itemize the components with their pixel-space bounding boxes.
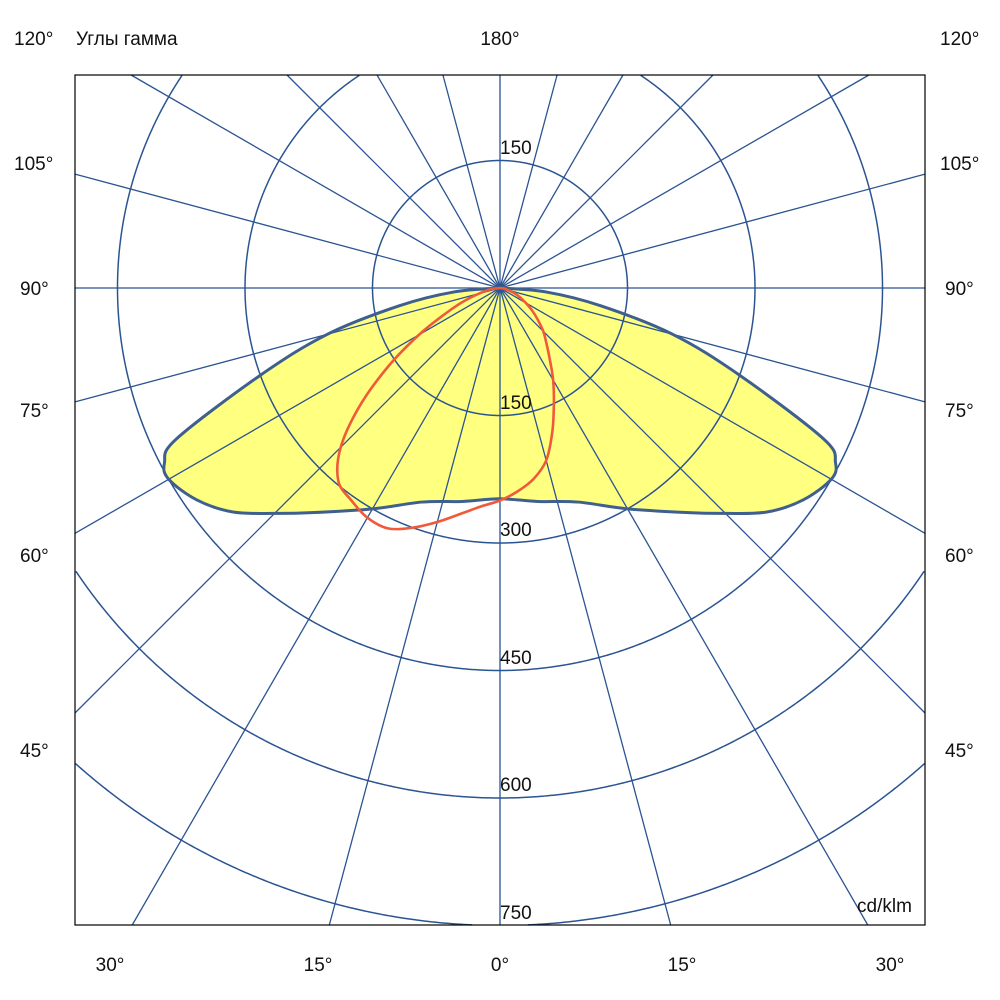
angle-label-top-left: 120° <box>14 29 54 50</box>
chart-title: Углы гамма <box>76 29 178 50</box>
radial-tick-label: 300 <box>500 520 532 541</box>
angle-label-right: 75° <box>945 401 974 422</box>
curves <box>162 286 838 531</box>
grid-radial-line <box>74 74 870 534</box>
grid-radial-line <box>286 74 926 714</box>
radial-tick-label: 450 <box>500 648 532 669</box>
radial-tick-label: 750 <box>500 903 532 924</box>
angle-label-right: 105° <box>940 154 980 175</box>
angle-label-bottom: 30° <box>95 955 125 976</box>
grid-radial-line <box>74 74 714 714</box>
angle-label-bottom: 0° <box>490 955 510 976</box>
angle-label-bottom: 30° <box>875 955 905 976</box>
radial-tick-label: 150 <box>500 393 532 414</box>
unit-label: cd/klm <box>857 896 912 917</box>
angle-label-right: 90° <box>945 279 974 300</box>
angle-label-left: 90° <box>20 279 49 300</box>
angle-label-bottom: 15° <box>667 955 697 976</box>
angle-label-top-right: 120° <box>940 29 980 50</box>
angle-label-top-center: 180° <box>480 29 520 50</box>
grid-radial-line <box>442 74 672 926</box>
radial-tick-label-upper: 150 <box>500 138 532 159</box>
plot-frame <box>74 74 926 926</box>
grid-circle <box>244 74 756 544</box>
grid-circle <box>75 763 925 926</box>
grid-radial-line <box>328 74 558 926</box>
grid-circle <box>116 75 884 672</box>
angle-label-right: 45° <box>945 741 974 762</box>
grid-radial-line <box>376 74 869 926</box>
radial-tick-label: 600 <box>500 775 532 796</box>
angle-label-right: 60° <box>945 546 974 567</box>
grid-radial-line <box>131 74 624 926</box>
angle-label-left: 75° <box>20 401 49 422</box>
angle-label-left: 45° <box>20 741 49 762</box>
intensity-curve-c90-c270 <box>336 286 556 531</box>
angle-label-left: 60° <box>20 546 49 567</box>
angle-label-left: 105° <box>14 154 54 175</box>
intensity-curve-c0-c180 <box>162 286 838 515</box>
angle-label-bottom: 15° <box>303 955 333 976</box>
